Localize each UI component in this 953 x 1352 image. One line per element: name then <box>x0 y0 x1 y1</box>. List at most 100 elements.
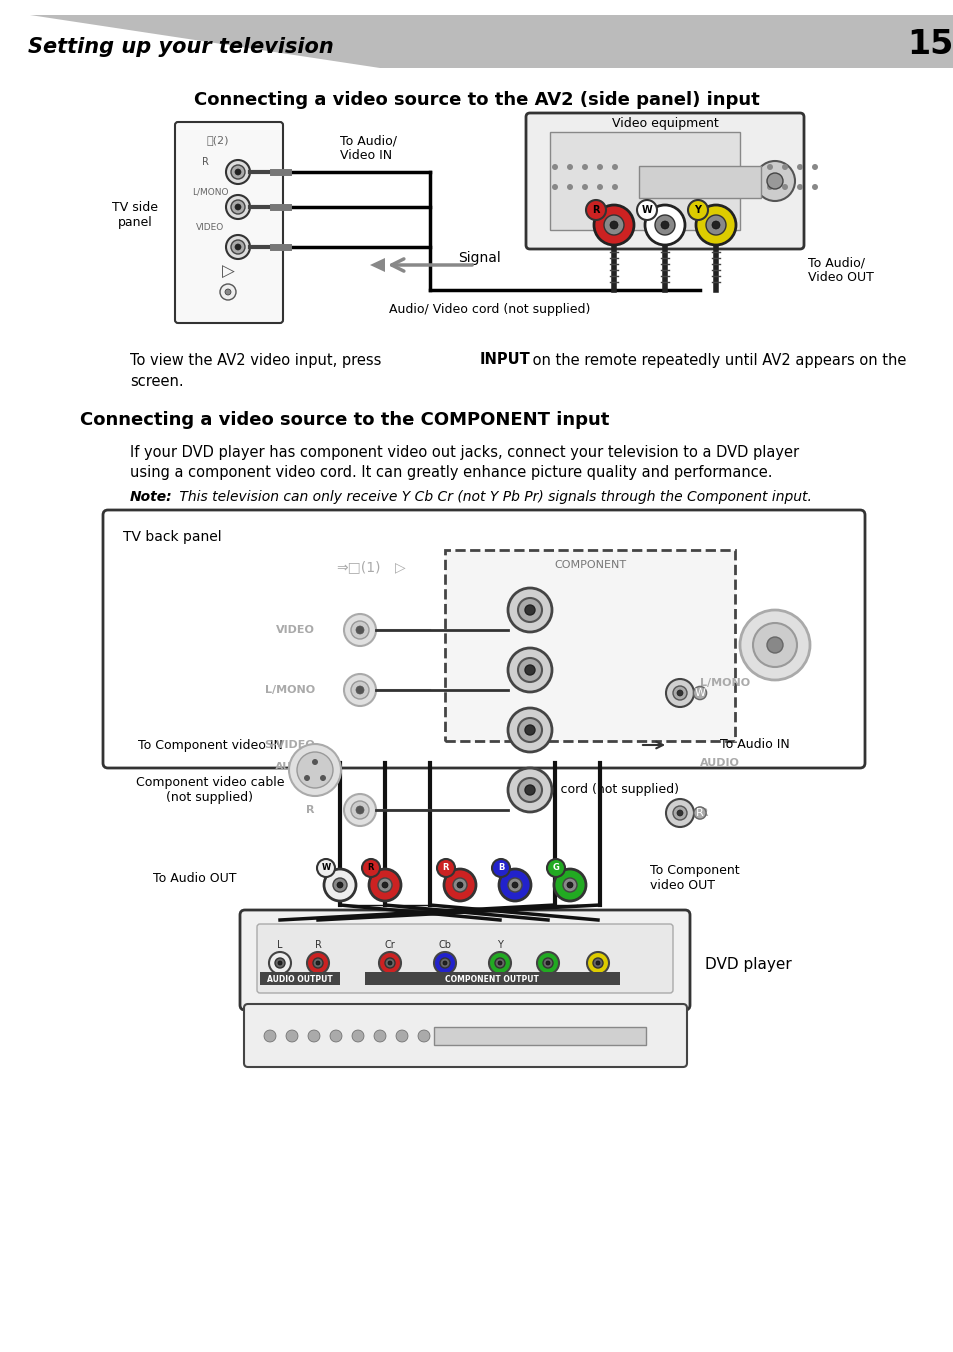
Circle shape <box>498 869 531 900</box>
Circle shape <box>231 165 245 178</box>
Circle shape <box>226 235 250 260</box>
Text: 15: 15 <box>906 28 952 61</box>
Text: Video equipment: Video equipment <box>611 118 718 131</box>
Text: To Audio/
Video OUT: To Audio/ Video OUT <box>807 256 873 284</box>
Circle shape <box>388 961 392 965</box>
Circle shape <box>324 869 355 900</box>
Circle shape <box>369 869 400 900</box>
Circle shape <box>274 959 285 968</box>
Circle shape <box>289 744 340 796</box>
Text: VIDEO: VIDEO <box>275 625 314 635</box>
Text: DVD player: DVD player <box>704 957 791 972</box>
FancyBboxPatch shape <box>256 923 672 992</box>
Circle shape <box>665 799 693 827</box>
Circle shape <box>495 959 504 968</box>
Circle shape <box>593 959 602 968</box>
Circle shape <box>336 882 343 888</box>
Circle shape <box>612 184 618 191</box>
Circle shape <box>566 184 573 191</box>
Circle shape <box>492 859 510 877</box>
Circle shape <box>612 164 618 170</box>
Circle shape <box>603 215 623 235</box>
Circle shape <box>344 675 375 706</box>
Circle shape <box>497 961 501 965</box>
Text: R: R <box>306 804 314 815</box>
Circle shape <box>308 1030 319 1042</box>
Text: Connecting a video source to the COMPONENT input: Connecting a video source to the COMPONE… <box>80 411 609 429</box>
Circle shape <box>637 200 657 220</box>
Circle shape <box>417 1030 430 1042</box>
Circle shape <box>524 665 535 675</box>
Circle shape <box>507 877 521 892</box>
Text: Cb: Cb <box>438 940 451 950</box>
Circle shape <box>277 961 282 965</box>
Circle shape <box>355 806 364 814</box>
Circle shape <box>677 690 682 696</box>
Circle shape <box>660 220 668 228</box>
Circle shape <box>705 215 725 235</box>
Circle shape <box>385 959 395 968</box>
Circle shape <box>352 1030 364 1042</box>
Circle shape <box>319 775 326 781</box>
Text: screen.: screen. <box>130 375 183 389</box>
Text: INPUT: INPUT <box>479 353 530 368</box>
Circle shape <box>351 800 369 819</box>
Circle shape <box>811 164 817 170</box>
Circle shape <box>361 859 379 877</box>
Circle shape <box>307 952 329 973</box>
Text: Audio cord (not supplied): Audio cord (not supplied) <box>520 784 679 796</box>
Circle shape <box>766 164 772 170</box>
Circle shape <box>524 786 535 795</box>
FancyBboxPatch shape <box>174 122 283 323</box>
Text: To view the AV2 video input, press: To view the AV2 video input, press <box>130 353 386 368</box>
Circle shape <box>562 877 577 892</box>
Circle shape <box>517 598 541 622</box>
Text: R: R <box>700 808 708 818</box>
Circle shape <box>355 626 364 634</box>
Circle shape <box>439 959 450 968</box>
Circle shape <box>507 648 552 692</box>
Text: ⇒□(1): ⇒□(1) <box>335 560 380 575</box>
Text: This television can only receive Y Cb Cr (not Y Pb Pr) signals through the Compo: This television can only receive Y Cb Cr… <box>174 489 811 504</box>
Text: on the remote repeatedly until AV2 appears on the: on the remote repeatedly until AV2 appea… <box>527 353 905 368</box>
Circle shape <box>517 777 541 802</box>
Text: R: R <box>314 940 321 950</box>
Circle shape <box>377 877 392 892</box>
Circle shape <box>264 1030 275 1042</box>
Circle shape <box>434 952 456 973</box>
Circle shape <box>507 708 552 752</box>
Text: W: W <box>641 206 652 215</box>
Circle shape <box>672 806 686 821</box>
FancyBboxPatch shape <box>434 1028 645 1045</box>
Circle shape <box>344 614 375 646</box>
Text: ▷: ▷ <box>395 560 405 575</box>
Circle shape <box>489 952 511 973</box>
Text: AUDIO: AUDIO <box>274 763 314 772</box>
Circle shape <box>581 184 587 191</box>
Circle shape <box>231 200 245 214</box>
Circle shape <box>594 206 634 245</box>
Text: R: R <box>696 808 703 818</box>
Circle shape <box>234 204 241 210</box>
Circle shape <box>677 810 682 817</box>
Circle shape <box>220 284 235 300</box>
Circle shape <box>754 161 794 201</box>
Circle shape <box>443 869 476 900</box>
Text: If your DVD player has component video out jacks, connect your television to a D: If your DVD player has component video o… <box>130 445 799 460</box>
Circle shape <box>225 289 231 295</box>
Circle shape <box>596 961 599 965</box>
Circle shape <box>644 206 684 245</box>
Text: R: R <box>592 206 599 215</box>
Circle shape <box>781 184 787 191</box>
Text: Signal: Signal <box>458 251 501 265</box>
Circle shape <box>351 621 369 639</box>
FancyBboxPatch shape <box>240 910 689 1010</box>
Circle shape <box>395 1030 408 1042</box>
Text: Setting up your television: Setting up your television <box>28 37 334 57</box>
Circle shape <box>796 164 802 170</box>
Circle shape <box>552 184 558 191</box>
Circle shape <box>296 752 333 788</box>
Circle shape <box>304 775 310 781</box>
Circle shape <box>781 164 787 170</box>
Text: L/MONO: L/MONO <box>192 188 228 196</box>
